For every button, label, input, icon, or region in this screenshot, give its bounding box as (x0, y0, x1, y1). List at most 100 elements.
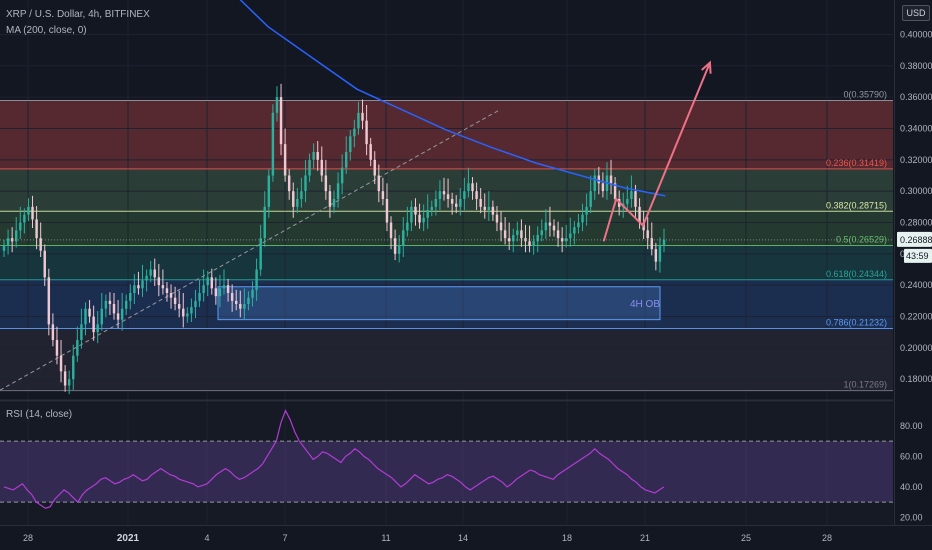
candle-body (279, 97, 283, 145)
candle-body (577, 222, 580, 228)
candle-body (385, 199, 389, 223)
candles (2, 83, 666, 395)
candle-body (51, 324, 55, 341)
candle-body (198, 293, 201, 301)
candle-body (104, 300, 108, 309)
candle-body (556, 230, 560, 239)
candle-body (239, 303, 242, 309)
candle-body (186, 313, 189, 317)
candle-body (573, 227, 576, 234)
fib-label: 0.618(0.24344) (826, 269, 887, 279)
candle-body (397, 246, 401, 254)
candle-body (353, 128, 356, 137)
candle-body (59, 355, 63, 372)
candle-body (47, 277, 51, 325)
candle-body (455, 203, 458, 207)
candle-body (345, 151, 348, 168)
time-tick-label: 4 (204, 533, 209, 543)
candle-body (373, 159, 376, 176)
candle-body (450, 199, 454, 204)
candle-body (39, 238, 42, 251)
candle-body (601, 183, 605, 192)
candle-body (169, 293, 173, 298)
candle-body (129, 293, 132, 301)
candle-body (15, 230, 18, 242)
price-tick-label: 0.32000 (900, 155, 932, 165)
candle-body (438, 191, 442, 199)
time-tick-label: 2021 (117, 533, 140, 544)
candle-body (35, 219, 38, 239)
candle-body (544, 222, 548, 231)
candle-body (487, 206, 491, 210)
candle-body (507, 238, 511, 242)
candle-body (512, 235, 515, 242)
candle-body (120, 308, 124, 320)
ma-200-line (239, 0, 666, 197)
candle-body (137, 285, 140, 289)
candle-body (422, 217, 425, 223)
candle-body (194, 300, 197, 308)
candle-body (190, 307, 193, 314)
order-block-box (217, 286, 661, 321)
candle-body (332, 199, 336, 207)
fib-label: 0.382(0.28715) (826, 200, 887, 210)
grid (0, 0, 932, 526)
fib-zone (0, 279, 893, 329)
candle-body (72, 355, 75, 380)
candle-body (218, 288, 222, 297)
fib-zone (0, 245, 893, 280)
candle-body (320, 159, 323, 176)
fib-label: 0.786(0.21232) (826, 318, 887, 328)
candle-body (532, 241, 535, 247)
candle-body (6, 238, 10, 247)
candle-body (243, 303, 246, 309)
candle-body (27, 206, 30, 215)
candle-body (381, 191, 385, 199)
time-tick-label: 28 (23, 533, 33, 543)
rsi-line (3, 409, 665, 509)
currency-button[interactable]: USD (902, 5, 930, 21)
fib-zone (0, 328, 893, 391)
candle-body (402, 230, 405, 247)
rsi-legend[interactable]: RSI (14, close) (6, 409, 73, 420)
time-axis[interactable]: 28 2021 4 7 11 14 18 21 25 28 (23, 533, 832, 544)
candle-body (76, 340, 79, 356)
candle-body (638, 206, 641, 223)
price-tick-label: 0.18000 (900, 374, 932, 384)
candle-body (259, 238, 262, 270)
price-tick-label: 0.28000 (900, 218, 932, 228)
rsi-background (0, 403, 893, 525)
candle-body (414, 206, 417, 215)
candle-body (463, 191, 466, 199)
time-tick-label: 21 (640, 533, 650, 543)
candle-body (446, 194, 450, 199)
candle-body (296, 199, 299, 207)
candle-body (479, 199, 482, 207)
projection-line (602, 62, 711, 242)
candle-body (626, 199, 629, 204)
fib-levels: 0(0.35790) 0.236(0.31419) 0.382(0.28715) 0.… (0, 89, 893, 392)
candle-body (222, 285, 226, 289)
candle-body (442, 191, 446, 195)
candle-body (336, 183, 340, 199)
candle-body (210, 277, 213, 289)
candle-body (312, 151, 315, 160)
candle-body (153, 269, 156, 278)
candle-body (267, 175, 271, 207)
candle-body (365, 120, 368, 145)
candle-body (251, 289, 254, 298)
candle-body (471, 183, 474, 192)
candle-body (528, 241, 531, 247)
candle-body (393, 238, 397, 254)
candle-body (613, 183, 617, 199)
candle-body (377, 175, 381, 192)
ma-legend[interactable]: MA (200, close, 0) (6, 25, 87, 36)
trendline (0, 109, 501, 391)
price-axis[interactable]: 0.40000 0.38000 0.36000 0.34000 0.32000 0.300… (0, 29, 932, 522)
candle-body (597, 175, 601, 184)
candle-body (650, 238, 653, 250)
order-block-label: 4H OB (630, 299, 660, 310)
candle-body (589, 191, 592, 207)
fib-label: 0(0.35790) (843, 89, 887, 99)
